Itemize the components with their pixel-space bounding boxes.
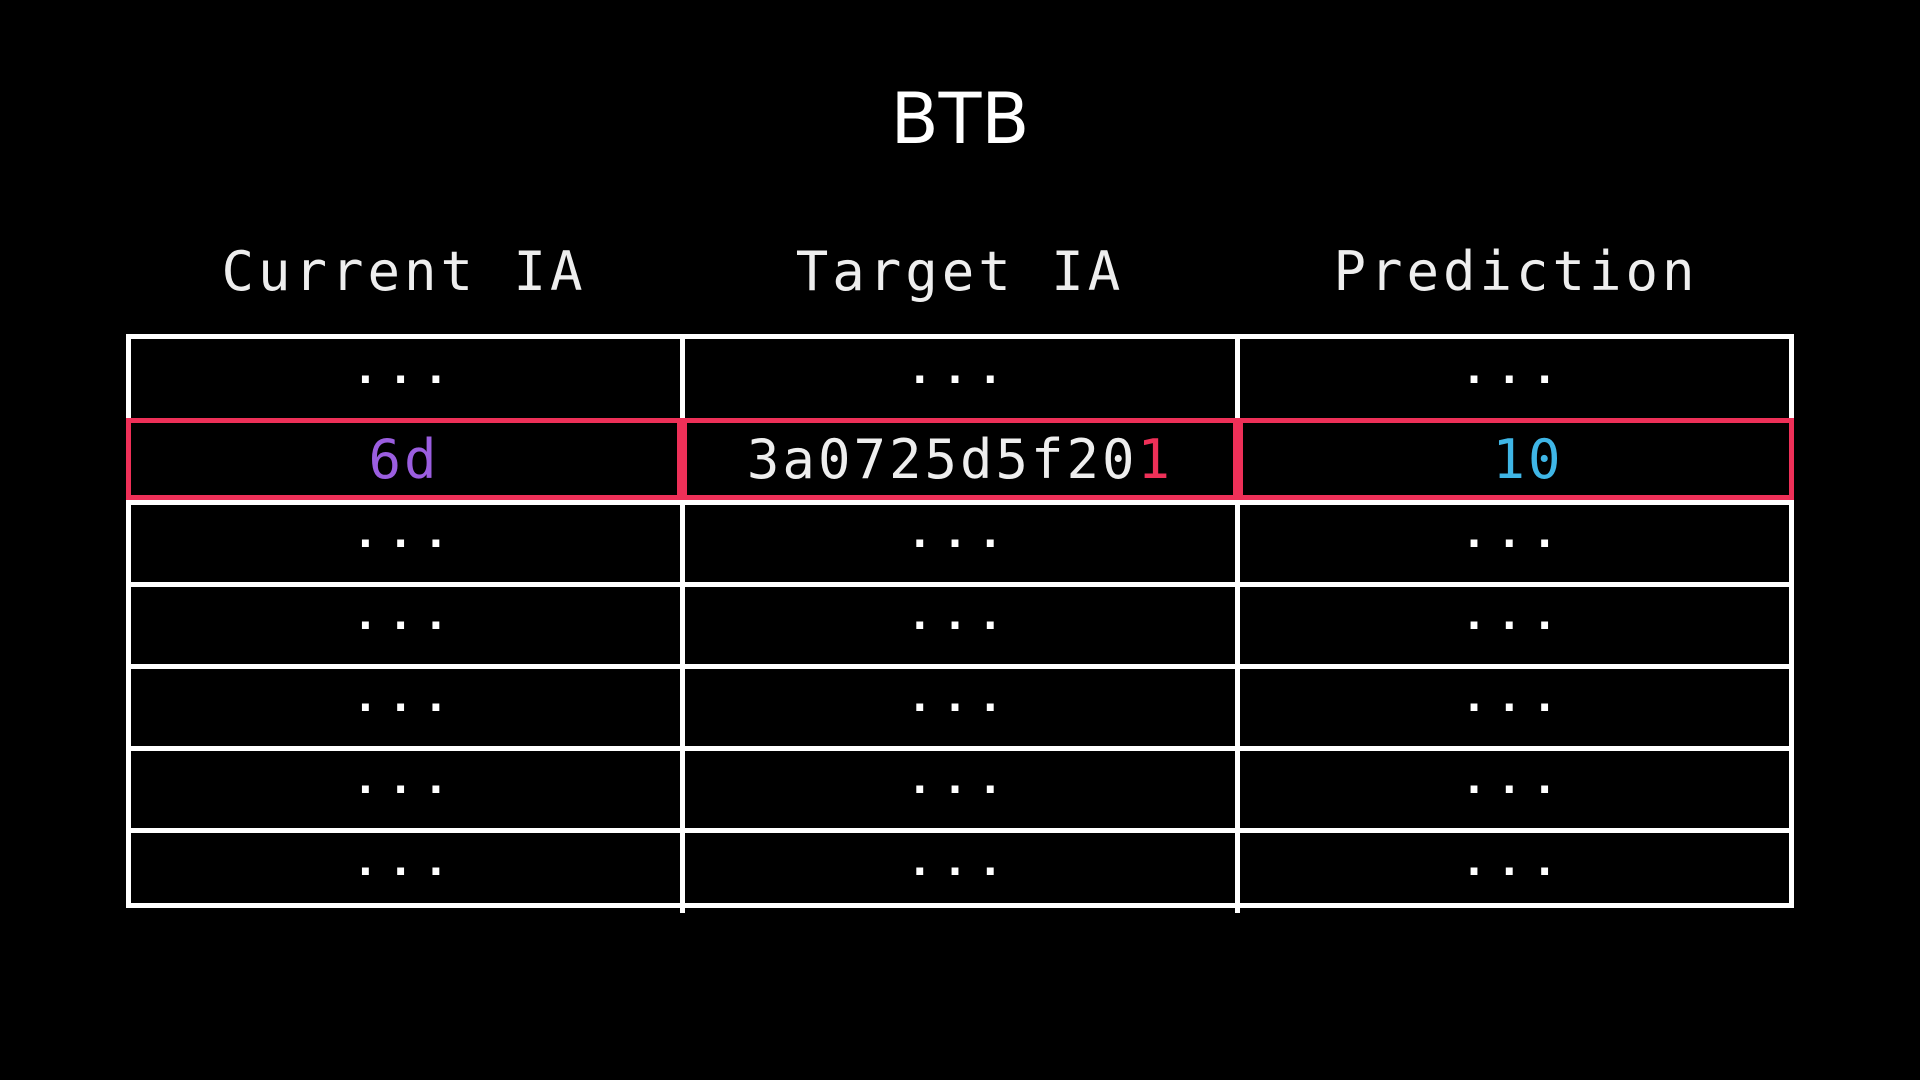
table-cell: ...: [680, 667, 1240, 749]
highlighted-row: 6d 3a0725d5f20 1 10: [126, 418, 1794, 500]
target-ia-last-digit: 1: [1137, 427, 1174, 491]
prediction-cell: 10: [1238, 418, 1794, 500]
table-cell: ...: [680, 339, 1240, 421]
target-ia-prefix: 3a0725d5f20: [746, 427, 1138, 491]
ellipsis-placeholder: ...: [1461, 507, 1568, 557]
header-current-ia: Current IA: [221, 240, 587, 303]
ellipsis-placeholder: ...: [1461, 343, 1568, 393]
table-cell: ...: [1240, 667, 1789, 749]
ellipsis-placeholder: ...: [1461, 835, 1568, 885]
ellipsis-placeholder: ...: [907, 507, 1013, 557]
table-cell: ...: [1240, 339, 1789, 421]
ellipsis-placeholder: ...: [907, 753, 1013, 803]
header-prediction: Prediction: [1333, 240, 1699, 303]
table-cell: ...: [680, 503, 1240, 585]
table-cell: ...: [131, 339, 680, 421]
table-row: .........: [131, 503, 1789, 585]
current-ia-value: 6d: [368, 427, 440, 491]
table-cell: ...: [680, 585, 1240, 667]
ellipsis-placeholder: ...: [1461, 589, 1568, 639]
table-cell: ...: [131, 831, 680, 913]
table-cell: ...: [1240, 503, 1789, 585]
ellipsis-placeholder: ...: [907, 589, 1013, 639]
table-cell: ...: [1240, 749, 1789, 831]
row-separator: [131, 746, 1789, 751]
table-row: .........: [131, 585, 1789, 667]
table-cell: ...: [131, 749, 680, 831]
row-separator: [131, 664, 1789, 669]
ellipsis-placeholder: ...: [907, 835, 1013, 885]
table-cell: ...: [680, 749, 1240, 831]
table-row: .........: [131, 831, 1789, 913]
ellipsis-placeholder: ...: [1461, 671, 1568, 721]
ellipsis-placeholder: ...: [352, 835, 459, 885]
ellipsis-placeholder: ...: [907, 671, 1013, 721]
row-separator: [131, 828, 1789, 833]
target-ia-cell: 3a0725d5f20 1: [682, 418, 1238, 500]
table-cell: ...: [680, 831, 1240, 913]
table-cell: ...: [131, 503, 680, 585]
ellipsis-placeholder: ...: [352, 753, 459, 803]
ellipsis-placeholder: ...: [352, 343, 459, 393]
table-row: .........: [131, 667, 1789, 749]
prediction-value: 10: [1492, 427, 1564, 491]
btb-table: ........................................…: [126, 334, 1794, 913]
column-headers: Current IA Target IA Prediction: [126, 232, 1794, 312]
ellipsis-placeholder: ...: [907, 343, 1013, 393]
ellipsis-placeholder: ...: [1461, 753, 1568, 803]
ellipsis-placeholder: ...: [352, 507, 459, 557]
table-row: .........: [131, 749, 1789, 831]
table-cell: ...: [131, 585, 680, 667]
table-cell: ...: [1240, 831, 1789, 913]
ellipsis-placeholder: ...: [352, 589, 459, 639]
ellipsis-placeholder: ...: [352, 671, 459, 721]
row-separator: [131, 582, 1789, 587]
header-target-ia: Target IA: [795, 240, 1125, 303]
table-cell: ...: [131, 667, 680, 749]
diagram-title: BTB: [890, 78, 1030, 160]
current-ia-cell: 6d: [126, 418, 682, 500]
row-separator: [131, 500, 1789, 505]
table-row: .........: [131, 339, 1789, 421]
table-cell: ...: [1240, 585, 1789, 667]
